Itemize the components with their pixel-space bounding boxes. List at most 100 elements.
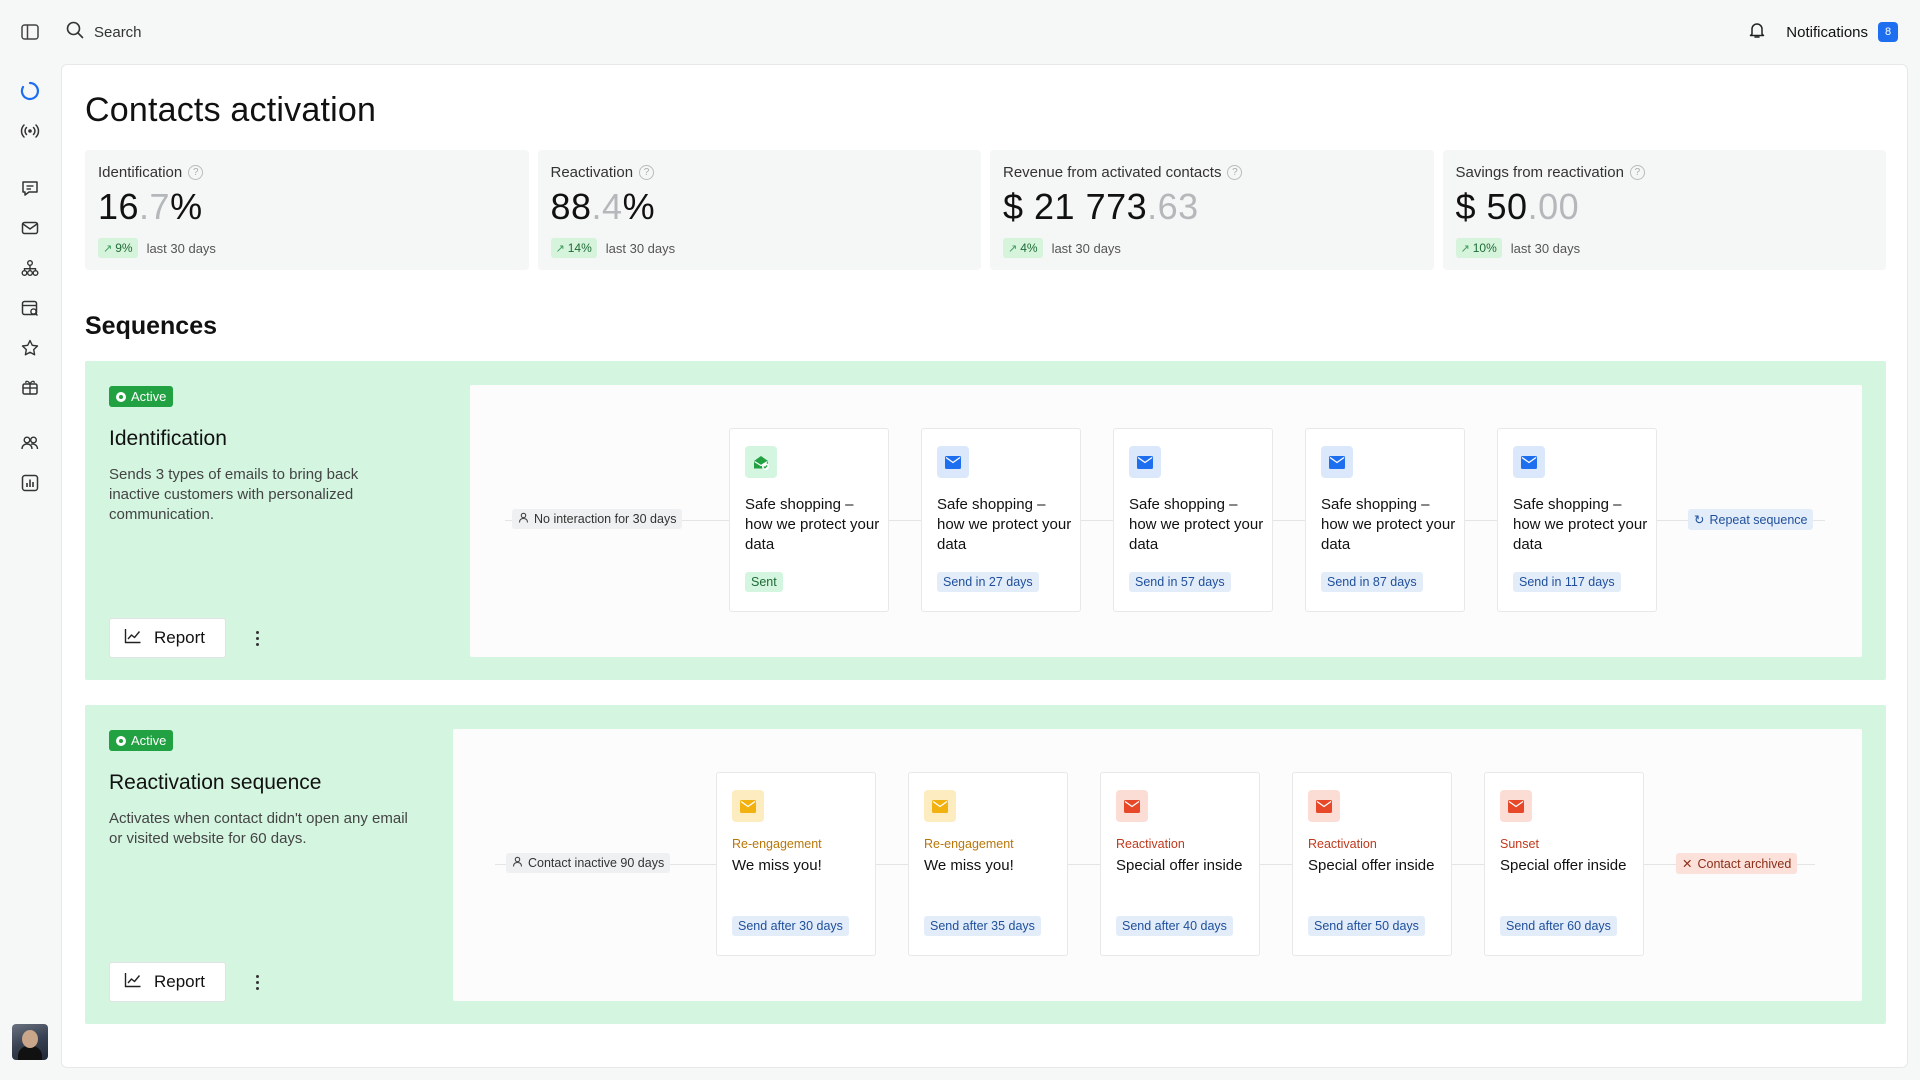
- step-status: Send in 87 days: [1321, 572, 1423, 592]
- change-value: 9%: [115, 241, 133, 255]
- broadcast-icon[interactable]: [18, 119, 42, 143]
- help-icon[interactable]: ?: [188, 165, 204, 180]
- email-step-card[interactable]: Re-engagement We miss you! Send after 30…: [716, 772, 876, 956]
- trigger-tag: Contact inactive 90 days: [506, 853, 671, 873]
- sidebar-toggle-icon[interactable]: [18, 20, 42, 44]
- stat-value-suffix: %: [170, 186, 203, 227]
- email-step-card[interactable]: Safe shopping – how we protect your data…: [1305, 428, 1465, 612]
- notifications-button[interactable]: Notifications 8: [1748, 18, 1898, 46]
- sequence-name: Reactivation sequence: [109, 771, 322, 794]
- trigger-tag: No interaction for 30 days: [512, 509, 683, 529]
- stat-value-suffix: %: [622, 186, 656, 227]
- step-status: Send after 60 days: [1500, 916, 1617, 936]
- gift-icon[interactable]: [18, 375, 42, 399]
- active-dot-icon: [116, 735, 126, 746]
- step-category: Sunset: [1500, 837, 1539, 851]
- stat-title: Reactivation: [550, 164, 634, 181]
- trend-up-icon: ↗: [1460, 242, 1470, 255]
- email-step-card[interactable]: Safe shopping – how we protect your data…: [1113, 428, 1273, 612]
- email-step-card[interactable]: Re-engagement We miss you! Send after 35…: [908, 772, 1068, 956]
- status-label: Active: [131, 733, 167, 748]
- mail-icon: [732, 790, 764, 822]
- period-label: last 30 days: [605, 240, 676, 256]
- notifications-count-badge: 8: [1878, 22, 1898, 42]
- stat-value-decimal: .00: [1527, 186, 1580, 227]
- report-button[interactable]: Report: [109, 618, 226, 658]
- email-step-card[interactable]: Safe shopping – how we protect your data…: [921, 428, 1081, 612]
- end-label: Contact archived: [1697, 856, 1792, 871]
- more-options-icon[interactable]: [247, 970, 267, 994]
- refresh-icon: ↻: [1694, 513, 1705, 527]
- email-step-card[interactable]: Reactivation Special offer inside Send a…: [1100, 772, 1260, 956]
- change-badge: ↗ 10%: [1455, 238, 1502, 258]
- email-step-card[interactable]: Reactivation Special offer inside Send a…: [1292, 772, 1452, 956]
- sequence-description: Sends 3 types of emails to bring back in…: [109, 466, 359, 523]
- stat-card: Revenue from activated contacts? $ 21 77…: [990, 150, 1434, 270]
- end-label: Repeat sequence: [1709, 512, 1808, 527]
- step-title: Safe shopping – how we protect your data: [1129, 496, 1264, 553]
- help-icon[interactable]: ?: [1227, 165, 1243, 180]
- status-label: Active: [131, 389, 167, 404]
- mail-icon[interactable]: [18, 216, 42, 240]
- step-title: Safe shopping – how we protect your data: [1513, 496, 1648, 553]
- user-avatar[interactable]: [12, 1024, 48, 1060]
- more-options-icon[interactable]: [247, 626, 267, 650]
- notifications-label: Notifications: [1786, 23, 1868, 41]
- bell-icon: [1748, 21, 1766, 44]
- stat-title: Revenue from activated contacts: [1003, 164, 1222, 181]
- step-title: We miss you!: [732, 857, 822, 874]
- step-title: Special offer inside: [1500, 857, 1627, 874]
- help-icon[interactable]: ?: [1629, 165, 1645, 180]
- email-step-card[interactable]: Sunset Special offer inside Send after 6…: [1484, 772, 1644, 956]
- sequence-name: Identification: [109, 427, 227, 450]
- step-title: Safe shopping – how we protect your data: [1321, 496, 1456, 553]
- report-label: Report: [154, 972, 206, 991]
- stat-value: 88.4%: [551, 186, 969, 228]
- analytics-icon[interactable]: [18, 471, 42, 495]
- user-icon: [512, 856, 523, 870]
- sitemap-icon[interactable]: [18, 256, 42, 280]
- email-step-card[interactable]: Safe shopping – how we protect your data…: [729, 428, 889, 612]
- stat-title: Identification: [98, 164, 183, 181]
- help-icon[interactable]: ?: [639, 165, 655, 180]
- stat-value-main: $ 21 773: [1003, 186, 1148, 227]
- step-category: Re-engagement: [732, 837, 822, 851]
- search-button[interactable]: Search: [66, 18, 142, 46]
- trigger-label: Contact inactive 90 days: [528, 856, 665, 870]
- forms-icon[interactable]: [18, 296, 42, 320]
- step-status: Sent: [745, 572, 783, 592]
- step-category: Reactivation: [1116, 837, 1185, 851]
- star-icon[interactable]: [18, 336, 42, 360]
- stat-value-main: 88: [550, 186, 592, 227]
- active-dot-icon: [116, 391, 126, 402]
- stat-card: Savings from reactivation? $ 50.00 ↗ 10% l…: [1442, 150, 1886, 270]
- mail-icon: [1500, 790, 1532, 822]
- email-step-card[interactable]: Safe shopping – how we protect your data…: [1497, 428, 1657, 612]
- sequence-card: Active Identification Sends 3 types of e…: [85, 361, 1886, 680]
- contacts-icon[interactable]: [18, 431, 42, 455]
- mail-icon: [924, 790, 956, 822]
- stat-value: $ 50.00: [1456, 186, 1874, 228]
- step-status: Send after 50 days: [1308, 916, 1425, 936]
- stat-card: Reactivation? 88.4% ↗ 14% last 30 days: [537, 150, 981, 270]
- loading-icon[interactable]: [18, 79, 42, 103]
- status-badge: Active: [109, 730, 174, 751]
- stat-value-decimal: .4: [591, 186, 623, 227]
- left-rail: [0, 64, 60, 1080]
- stat-card: Identification? 16.7% ↗ 9% last 30 days: [85, 150, 529, 270]
- contact-archived-tag[interactable]: ✕ Contact archived: [1676, 853, 1798, 874]
- stats-row: Identification? 16.7% ↗ 9% last 30 days Re…: [85, 150, 1886, 270]
- period-label: last 30 days: [146, 240, 216, 256]
- step-status: Send after 30 days: [732, 916, 849, 936]
- step-title: Special offer inside: [1308, 857, 1435, 874]
- report-label: Report: [154, 628, 206, 647]
- repeat-sequence-tag[interactable]: ↻ Repeat sequence: [1688, 509, 1814, 530]
- mail-icon: [1513, 446, 1545, 478]
- user-icon: [518, 512, 529, 526]
- close-icon: ✕: [1682, 857, 1693, 871]
- trend-up-icon: ↗: [1008, 242, 1018, 255]
- report-button[interactable]: Report: [109, 962, 226, 1002]
- status-badge: Active: [109, 386, 174, 407]
- stat-title: Savings from reactivation: [1455, 164, 1624, 181]
- chat-icon[interactable]: [18, 176, 42, 200]
